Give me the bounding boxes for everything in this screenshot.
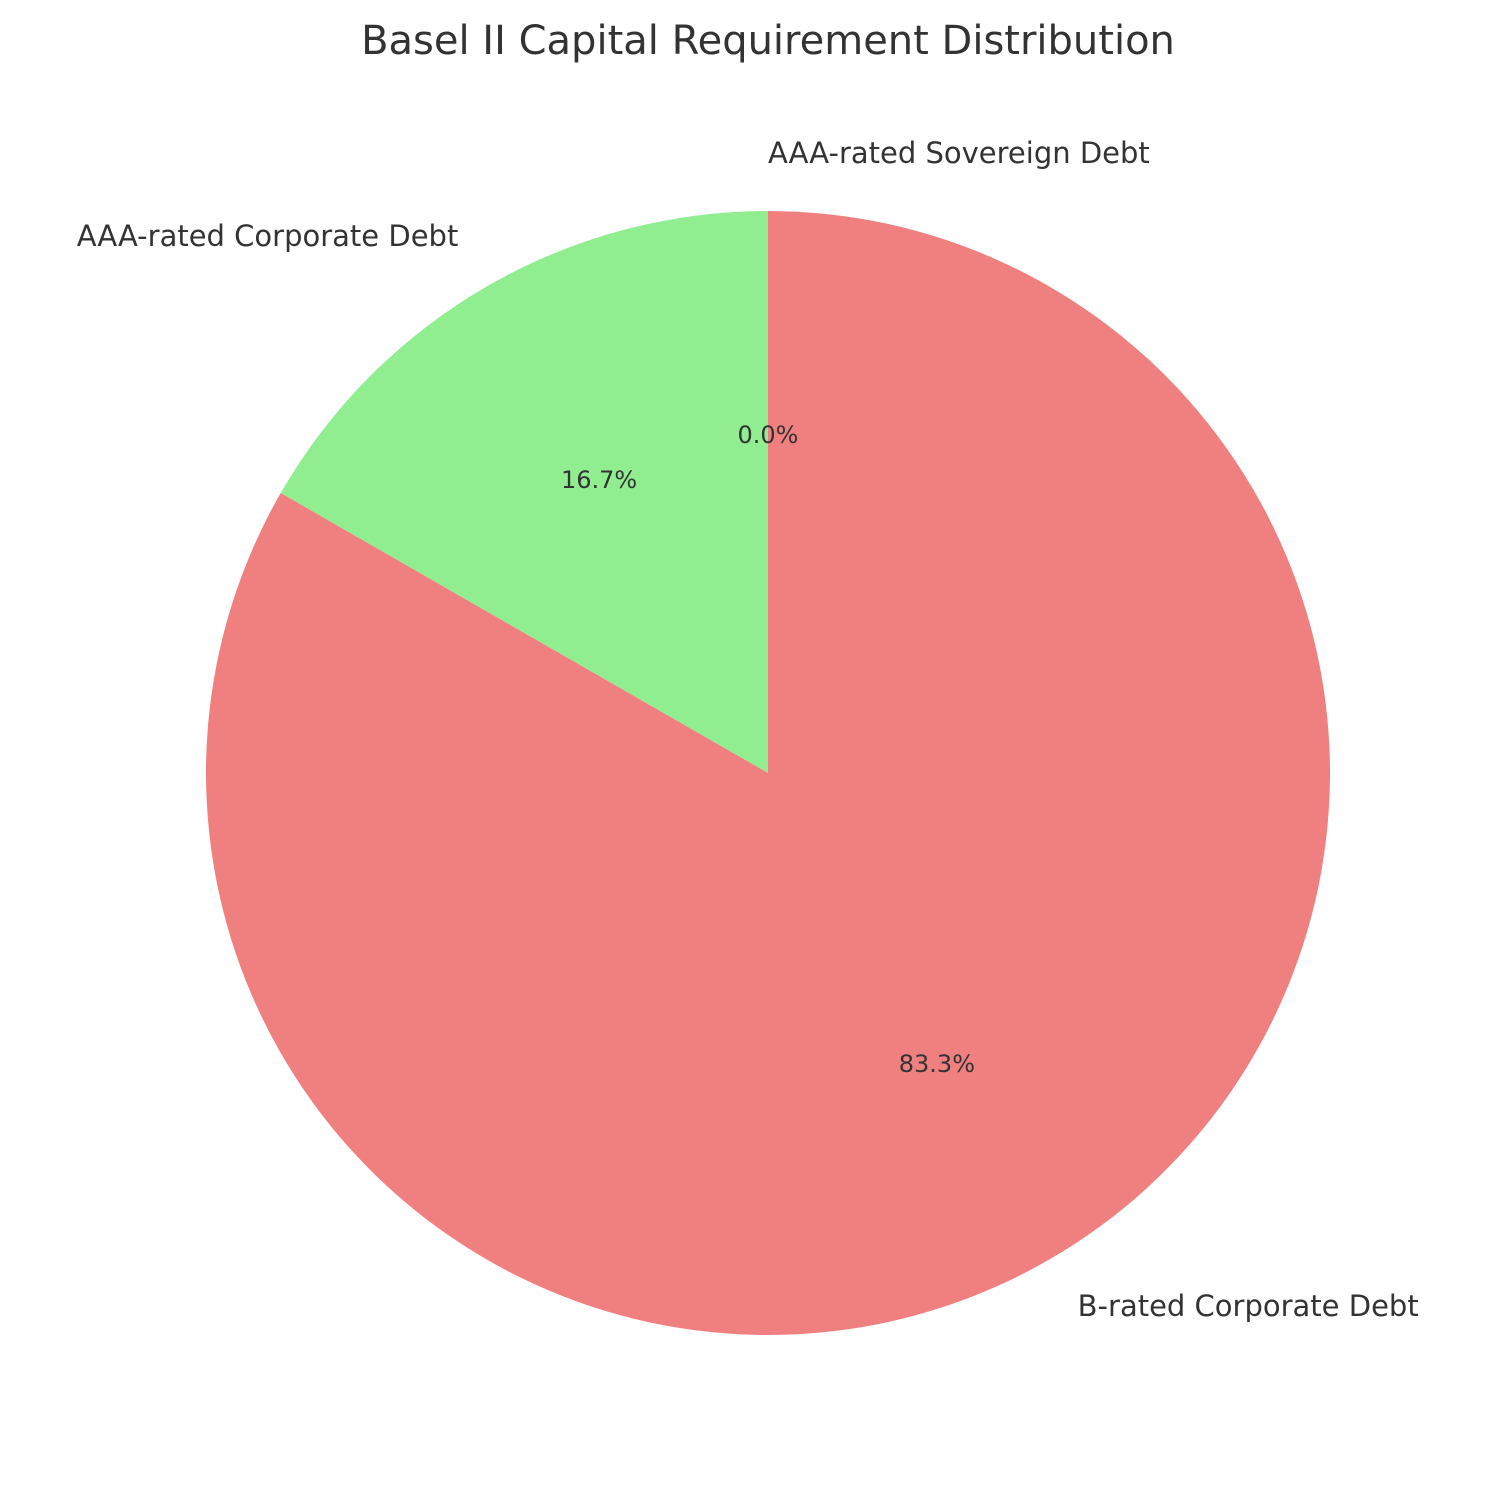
pie-slice-aaa-rated-corporate-debt [280,211,768,773]
pie-slices [205,211,1330,1336]
pie-slice-b-rated-corporate-debt [205,211,1330,1336]
slice-label-b-rated-corporate-debt: B-rated Corporate Debt [1078,1289,1419,1323]
slice-label-aaa-rated-sovereign-debt: AAA-rated Sovereign Debt [768,136,1150,170]
slice-percent-aaa-rated-sovereign-debt: 0.0% [738,421,799,449]
slice-label-aaa-rated-corporate-debt: AAA-rated Corporate Debt [77,219,459,253]
slice-percent-aaa-rated-corporate-debt: 16.7% [561,466,637,494]
pie-labels: AAA-rated Sovereign Debt 0.0% AAA-rated Co… [77,136,1419,1323]
slice-percent-b-rated-corporate-debt: 83.3% [899,1050,975,1078]
chart-title: Basel II Capital Requirement Distributio… [361,18,1175,64]
